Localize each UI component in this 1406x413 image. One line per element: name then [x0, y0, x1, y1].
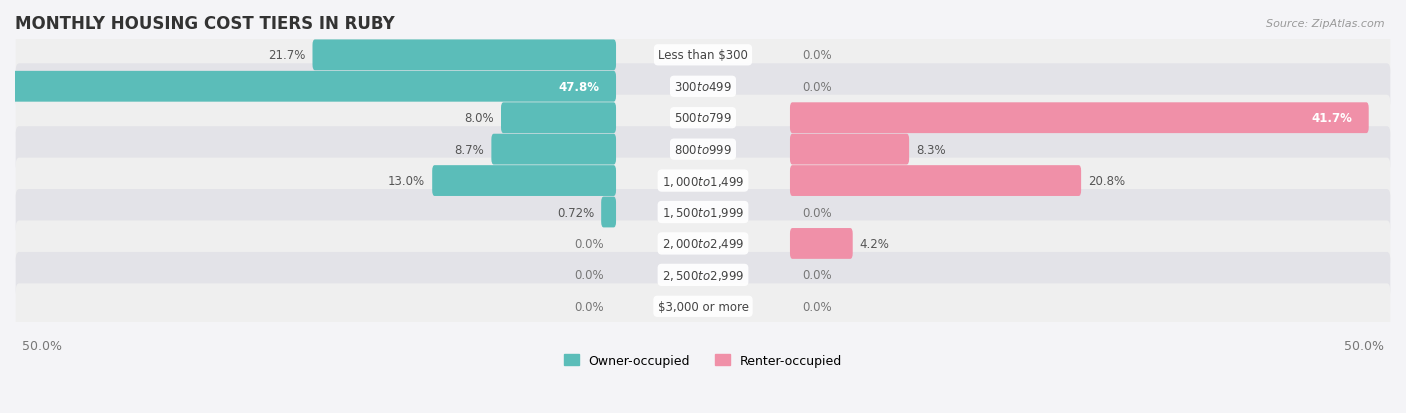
Text: 50.0%: 50.0%	[1344, 339, 1384, 352]
Text: $2,000 to $2,499: $2,000 to $2,499	[662, 237, 744, 251]
Text: $1,000 to $1,499: $1,000 to $1,499	[662, 174, 744, 188]
Text: 0.0%: 0.0%	[801, 49, 832, 62]
Text: Source: ZipAtlas.com: Source: ZipAtlas.com	[1267, 19, 1385, 28]
FancyBboxPatch shape	[15, 158, 1391, 204]
Text: 0.0%: 0.0%	[574, 269, 605, 282]
FancyBboxPatch shape	[432, 166, 616, 197]
FancyBboxPatch shape	[790, 228, 852, 259]
Text: $300 to $499: $300 to $499	[673, 81, 733, 93]
Text: 8.7%: 8.7%	[454, 143, 484, 156]
Text: Less than $300: Less than $300	[658, 49, 748, 62]
Text: 0.72%: 0.72%	[557, 206, 593, 219]
Text: 47.8%: 47.8%	[558, 81, 600, 93]
Text: 50.0%: 50.0%	[22, 339, 62, 352]
Text: $3,000 or more: $3,000 or more	[658, 300, 748, 313]
FancyBboxPatch shape	[602, 197, 616, 228]
FancyBboxPatch shape	[15, 252, 1391, 298]
Text: 0.0%: 0.0%	[574, 300, 605, 313]
Text: $800 to $999: $800 to $999	[673, 143, 733, 156]
FancyBboxPatch shape	[491, 134, 616, 165]
Text: $2,500 to $2,999: $2,500 to $2,999	[662, 268, 744, 282]
FancyBboxPatch shape	[790, 103, 1368, 134]
Text: 0.0%: 0.0%	[574, 237, 605, 250]
Text: 4.2%: 4.2%	[860, 237, 890, 250]
Legend: Owner-occupied, Renter-occupied: Owner-occupied, Renter-occupied	[564, 354, 842, 367]
FancyBboxPatch shape	[790, 166, 1081, 197]
FancyBboxPatch shape	[15, 95, 1391, 141]
Text: MONTHLY HOUSING COST TIERS IN RUBY: MONTHLY HOUSING COST TIERS IN RUBY	[15, 15, 395, 33]
Text: 0.0%: 0.0%	[801, 300, 832, 313]
Text: 0.0%: 0.0%	[801, 81, 832, 93]
Text: 21.7%: 21.7%	[269, 49, 305, 62]
Text: 13.0%: 13.0%	[388, 175, 425, 188]
FancyBboxPatch shape	[15, 190, 1391, 235]
Text: 8.0%: 8.0%	[464, 112, 494, 125]
Text: 0.0%: 0.0%	[801, 269, 832, 282]
Text: $500 to $799: $500 to $799	[673, 112, 733, 125]
FancyBboxPatch shape	[0, 72, 616, 102]
FancyBboxPatch shape	[15, 221, 1391, 267]
FancyBboxPatch shape	[15, 284, 1391, 330]
FancyBboxPatch shape	[312, 40, 616, 71]
FancyBboxPatch shape	[790, 134, 910, 165]
FancyBboxPatch shape	[15, 64, 1391, 110]
FancyBboxPatch shape	[15, 127, 1391, 173]
FancyBboxPatch shape	[501, 103, 616, 134]
Text: 8.3%: 8.3%	[917, 143, 946, 156]
Text: 41.7%: 41.7%	[1312, 112, 1353, 125]
FancyBboxPatch shape	[15, 33, 1391, 78]
Text: 0.0%: 0.0%	[801, 206, 832, 219]
Text: $1,500 to $1,999: $1,500 to $1,999	[662, 206, 744, 219]
Text: 20.8%: 20.8%	[1088, 175, 1125, 188]
